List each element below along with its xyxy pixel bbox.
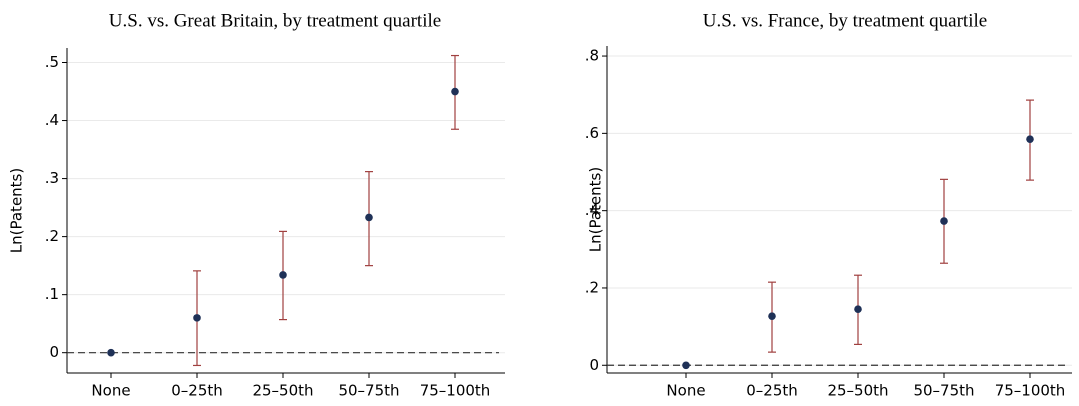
point [451,87,459,96]
x-tick-label: 50–75th [338,382,399,400]
point [768,312,776,320]
point [940,217,948,225]
x-tick-label: 0–25th [171,382,223,400]
x-tick-label: None [666,382,705,400]
y-tick-label: .8 [585,47,599,65]
point [365,213,373,222]
chart-title: U.S. vs. Great Britain, by treatment qua… [109,10,441,31]
y-tick-label: .4 [585,201,599,219]
y-tick-label: .5 [45,53,59,71]
point [682,361,690,370]
y-axis-label: Ln(Patents) [587,167,605,252]
x-tick-label: 25–50th [827,382,888,400]
point [279,271,287,279]
point [1026,135,1034,143]
x-tick-label: None [91,382,130,400]
y-tick-label: .6 [585,124,599,142]
x-tick-label: 75–100th [995,382,1066,400]
point [107,348,115,357]
x-tick-label: 0–25th [746,382,798,400]
y-tick-label: .2 [45,227,59,245]
y-axis-label: Ln(Patents) [8,168,26,253]
y-tick-label: .1 [45,285,59,303]
y-tick-label: .4 [45,111,59,129]
y-tick-label: .2 [585,278,599,296]
x-tick-label: 25–50th [252,382,313,400]
point [854,305,862,314]
x-tick-label: 50–75th [913,382,974,400]
y-tick-label: 0 [589,356,599,374]
y-tick-label: 0 [49,343,59,361]
chart-title: U.S. vs. France, by treatment quartile [703,10,987,31]
x-tick-label: 75–100th [420,382,491,400]
point [193,314,201,322]
y-tick-label: .3 [45,169,59,187]
